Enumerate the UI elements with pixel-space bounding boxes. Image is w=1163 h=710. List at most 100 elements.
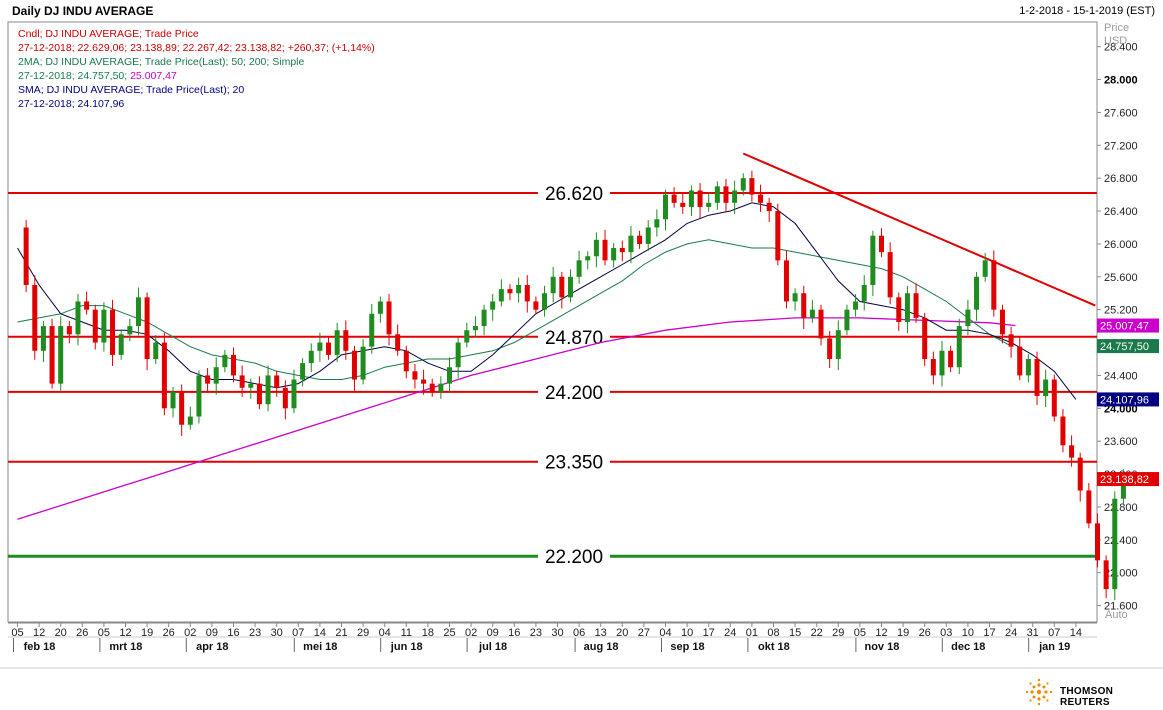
date-range: 1-2-2018 - 15-1-2019 (EST)	[1019, 5, 1155, 17]
candle-body	[706, 202, 712, 207]
candle-body	[205, 375, 211, 384]
candle-body	[758, 194, 764, 203]
legend-text: SMA; DJ INDU AVERAGE; Trade Price(Last);…	[18, 83, 245, 96]
x-tick-label: 20	[55, 627, 67, 639]
price-tag-bg	[1097, 392, 1159, 407]
candle-body	[732, 190, 738, 203]
candle-body	[1095, 523, 1100, 561]
x-tick-label: 25	[443, 627, 455, 639]
candle-body	[999, 309, 1005, 335]
y-tick-label: 22.400	[1104, 535, 1138, 547]
x-tick-label: 05	[98, 627, 110, 639]
x-tick-label: 12	[119, 627, 131, 639]
chart-title: Daily DJ INDU AVERAGE	[12, 4, 154, 18]
legend-text: 27-12-2018; 22.629,06; 23.138,89; 22.267…	[18, 41, 375, 54]
auto-scale-button[interactable]: Auto	[1105, 609, 1128, 621]
level-label-bg	[538, 545, 610, 568]
trendline	[742, 152, 1096, 307]
candle-body	[516, 285, 522, 294]
x-tick-label: 11	[401, 627, 412, 639]
candle-body	[567, 276, 573, 298]
x-tick-label: 29	[357, 627, 369, 639]
x-tick-label: 02	[465, 627, 477, 639]
month-label: jun 18	[390, 641, 423, 653]
x-tick-label: 19	[141, 627, 153, 639]
month-label: aug 18	[584, 641, 619, 653]
candle-body	[688, 190, 694, 207]
level-label: 23.350	[545, 453, 603, 474]
x-tick-label: 14	[1070, 627, 1082, 639]
x-tick-label: 05	[11, 627, 23, 639]
x-tick-label: 10	[962, 627, 974, 639]
candle-body	[801, 293, 807, 318]
candle-body	[1043, 379, 1049, 396]
candle-body	[853, 301, 859, 310]
legend: Cndl; DJ INDU AVERAGE; Trade Price 27-12-…	[18, 28, 375, 111]
candle-body	[1069, 445, 1075, 458]
candle-body	[896, 297, 902, 322]
y-tick-label: 28.400	[1104, 42, 1138, 54]
candle-body	[455, 342, 461, 368]
candle-body	[1120, 478, 1126, 499]
candle-body	[870, 235, 876, 286]
candle-body	[369, 313, 375, 347]
legend-text: 2MA; DJ INDU AVERAGE; Trade Price(Last);…	[18, 55, 305, 68]
candle-body	[948, 350, 954, 368]
x-tick-label: 08	[767, 627, 779, 639]
candle-body	[904, 293, 910, 322]
x-tick-label: 24	[724, 627, 736, 639]
level-label-bg	[538, 325, 610, 348]
candle-body	[887, 252, 893, 298]
candle-body	[507, 289, 513, 294]
candle-body	[92, 309, 98, 343]
price-tag-bg	[1097, 318, 1159, 333]
x-tick-label: 17	[703, 627, 715, 639]
y-tick-label: 22.800	[1104, 502, 1138, 514]
level-label-bg	[538, 380, 610, 403]
price-tag-bg	[1097, 339, 1159, 354]
x-tick-label: 06	[573, 627, 585, 639]
candle-body	[334, 330, 340, 355]
month-label: mei 18	[303, 641, 337, 653]
x-tick-label: 16	[227, 627, 239, 639]
candle-body	[585, 256, 591, 261]
candle-body	[49, 326, 55, 384]
candle-body	[438, 383, 444, 392]
candle-body	[991, 260, 997, 310]
candle-body	[144, 297, 150, 359]
level-label: 26.620	[545, 184, 603, 205]
y-tick-label: 25.200	[1104, 305, 1138, 317]
candle-body	[524, 285, 530, 302]
candle-body	[110, 309, 116, 355]
month-label: dec 18	[951, 641, 985, 653]
candle-body	[559, 276, 565, 298]
x-tick-label: 10	[681, 627, 693, 639]
level-label: 24.200	[545, 383, 603, 404]
legend-text: 27-12-2018; 24.757,50;	[18, 69, 131, 82]
x-tick-label: 03	[940, 627, 952, 639]
candle-body	[118, 334, 124, 355]
legend-line: Cndl; DJ INDU AVERAGE; Trade Price	[18, 28, 375, 42]
y-tick-label: 25.600	[1104, 272, 1138, 284]
candle-body	[775, 211, 781, 261]
candle-body	[533, 301, 539, 310]
candle-body	[619, 248, 625, 253]
month-label: nov 18	[864, 641, 899, 653]
candle-body	[645, 227, 651, 244]
candle-body	[490, 301, 496, 310]
y-tick-label: 26.400	[1104, 206, 1138, 218]
y-tick-label: 28.000	[1104, 75, 1138, 87]
price-tag-bg	[1097, 472, 1159, 487]
candle-body	[395, 334, 401, 351]
candle-body	[222, 354, 228, 368]
candle-body	[231, 354, 236, 376]
price-axis-title: Price	[1104, 22, 1130, 34]
x-tick-label: 16	[508, 627, 520, 639]
y-tick-label: 27.200	[1104, 140, 1138, 152]
price-axis-header: Price USD	[1104, 22, 1129, 48]
candle-body	[1060, 416, 1066, 446]
price-tag: 24.757,50	[1100, 341, 1149, 353]
legend-text-ma200: 25.007,47	[130, 69, 177, 82]
x-tick-label: 07	[1048, 627, 1060, 639]
